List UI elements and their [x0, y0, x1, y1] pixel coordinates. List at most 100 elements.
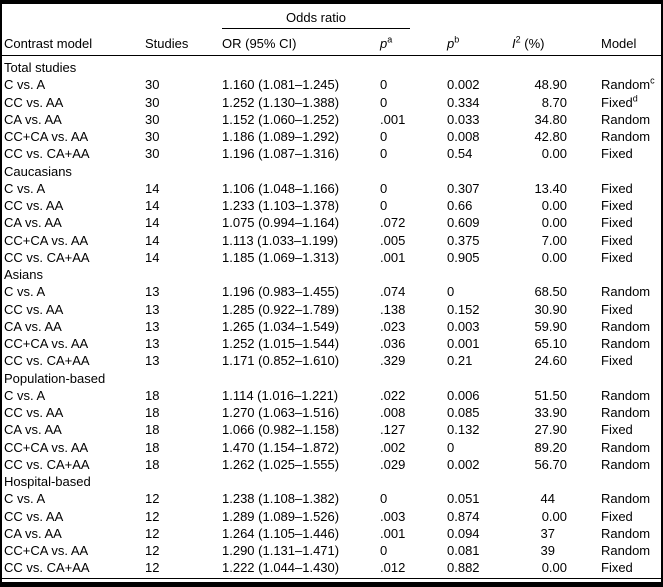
cell-p-b: 0.008: [447, 129, 480, 144]
cell-model: Fixed: [601, 560, 633, 576]
group-label-row: Population-based: [2, 370, 661, 387]
cell-model: Fixedd: [601, 93, 638, 110]
table-row: CC vs. AA 13 1.285 (0.922–1.789) .138 0.152 3…: [2, 301, 661, 318]
cell-model: Random: [601, 439, 651, 455]
table-row: C vs. A 12 1.238 (1.108–1.382) 0 0.051 44 Rand…: [2, 490, 661, 507]
spanner-header: Odds ratio: [222, 4, 410, 29]
cell-model: Random: [601, 387, 651, 403]
cell-or-ci: 1.262 (1.025–1.555): [222, 456, 340, 472]
group-label: Caucasians: [4, 163, 72, 179]
cell-i2: 27.90: [534, 422, 567, 438]
cell-contrast-model: CA vs. AA: [4, 215, 62, 231]
cell-p-a: 0: [380, 77, 388, 93]
group-label-row: Caucasians: [2, 163, 661, 180]
table-row: CC+CA vs. AA 12 1.290 (1.131–1.471) 0 0.081 3…: [2, 542, 661, 559]
cell-model: Fixed: [601, 215, 633, 231]
cell-i2: 8.70: [541, 94, 567, 110]
col-header-p-a: pa: [380, 34, 393, 51]
cell-studies: 30: [145, 146, 160, 162]
cell-model: Random: [601, 336, 651, 351]
col-header-p-b: pb: [447, 34, 460, 51]
table-row: CC vs. AA 18 1.270 (1.063–1.516) .008 0.085 3…: [2, 404, 661, 421]
table-row: C vs. A 14 1.106 (1.048–1.166) 0 0.307 13.40 F…: [2, 180, 661, 197]
cell-i2: 68.50: [534, 284, 567, 300]
cell-model: Random: [601, 284, 651, 300]
table-row: CC+CA vs. AA 30 1.186 (1.089–1.292) 0 0.008 4…: [2, 128, 661, 145]
cell-studies: 13: [145, 301, 160, 317]
cell-p-a: .022: [380, 387, 406, 403]
cell-studies: 12: [145, 525, 160, 541]
cell-studies: 18: [145, 387, 160, 403]
col-header-contrast-model: Contrast model: [4, 36, 93, 51]
cell-model: Fixed: [601, 146, 633, 162]
group-label: Population-based: [4, 370, 106, 386]
cell-model: Random: [601, 491, 651, 507]
table-row: CC vs. AA 12 1.289 (1.089–1.526) .003 0.874 0…: [2, 508, 661, 525]
table-row: CC vs. CA+AA 13 1.171 (0.852–1.610) .329 0.2…: [2, 352, 661, 369]
cell-contrast-model: CC+CA vs. AA: [4, 232, 89, 248]
cell-studies: 18: [145, 405, 160, 420]
cell-model: Random: [601, 405, 651, 420]
cell-p-a: .001: [380, 111, 406, 127]
cell-i2: 42.80: [534, 129, 567, 144]
cell-i2: 33.90: [534, 405, 567, 420]
cell-contrast-model: C vs. A: [4, 77, 46, 93]
cell-p-b: 0.081: [447, 543, 480, 558]
cell-contrast-model: CC+CA vs. AA: [4, 439, 89, 455]
cell-p-a: .072: [380, 215, 406, 231]
cell-p-b: 0.874: [447, 508, 480, 524]
cell-p-a: 0: [380, 94, 388, 110]
cell-p-b: 0.307: [447, 180, 480, 196]
cell-i2: 65.10: [534, 336, 567, 351]
cell-p-b: 0.006: [447, 387, 480, 403]
cell-contrast-model: CC+CA vs. AA: [4, 336, 89, 351]
cell-contrast-model: CA vs. AA: [4, 111, 62, 127]
cell-or-ci: 1.252 (1.015–1.544): [222, 336, 340, 351]
group-label: Asians: [4, 267, 44, 282]
cell-or-ci: 1.270 (1.063–1.516): [222, 405, 340, 420]
cell-model: Fixed: [601, 249, 633, 265]
model-footnote-marker: d: [632, 93, 638, 104]
table-row: CA vs. AA 13 1.265 (1.034–1.549) .023 0.003 5…: [2, 318, 661, 335]
cell-or-ci: 1.160 (1.081–1.245): [222, 77, 340, 93]
cell-p-a: 0: [380, 491, 388, 507]
cell-p-b: 0.002: [447, 456, 480, 472]
table-row: CA vs. AA 12 1.264 (1.105–1.446) .001 0.094 3…: [2, 525, 661, 542]
cell-or-ci: 1.290 (1.131–1.471): [222, 543, 340, 558]
cell-p-a: 0: [380, 198, 388, 213]
cell-studies: 14: [145, 215, 160, 231]
cell-contrast-model: CC vs. CA+AA: [4, 456, 90, 472]
cell-or-ci: 1.265 (1.034–1.549): [222, 318, 340, 334]
cell-contrast-model: CC vs. CA+AA: [4, 249, 90, 265]
cell-i2: 0.00: [541, 146, 567, 162]
table-row: CC vs. AA 30 1.252 (1.130–1.388) 0 0.334 8.70…: [2, 94, 661, 111]
model-footnote-marker: c: [650, 75, 655, 86]
cell-p-b: 0.051: [447, 491, 480, 507]
group-label-row: Total studies: [2, 59, 661, 76]
cell-p-b: 0.21: [447, 353, 473, 369]
col-header-studies: Studies: [145, 36, 189, 51]
table-row: CC vs. AA 14 1.233 (1.103–1.378) 0 0.66 0.00 F…: [2, 197, 661, 214]
cell-i2: 30.90: [534, 301, 567, 317]
cell-i2: 89.20: [534, 439, 567, 455]
group-label: Hospital-based: [4, 474, 91, 489]
table-row: CC+CA vs. AA 18 1.470 (1.154–1.872) .002 0 89…: [2, 439, 661, 456]
cell-i2: 0.00: [541, 560, 567, 576]
table-row: C vs. A 18 1.114 (1.016–1.221) .022 0.006 51.…: [2, 387, 661, 404]
table-row: CA vs. AA 30 1.152 (1.060–1.252) .001 0.033 3…: [2, 111, 661, 128]
cell-contrast-model: CA vs. AA: [4, 525, 62, 541]
cell-p-b: 0.094: [447, 525, 480, 541]
cell-or-ci: 1.106 (1.048–1.166): [222, 180, 340, 196]
cell-i2: 13.40: [534, 180, 567, 196]
cell-p-a: 0: [380, 129, 388, 144]
cell-model: Fixed: [601, 180, 633, 196]
table-row: C vs. A 30 1.160 (1.081–1.245) 0 0.002 48.90 R…: [2, 76, 661, 93]
cell-contrast-model: CC vs. AA: [4, 405, 64, 420]
cell-or-ci: 1.152 (1.060–1.252): [222, 111, 340, 127]
cell-p-a: .008: [380, 405, 406, 420]
cell-or-ci: 1.289 (1.089–1.526): [222, 508, 340, 524]
cell-contrast-model: CA vs. AA: [4, 422, 62, 438]
cell-model: Random: [601, 318, 651, 334]
cell-p-b: 0.033: [447, 111, 480, 127]
cell-p-a: .127: [380, 422, 406, 438]
